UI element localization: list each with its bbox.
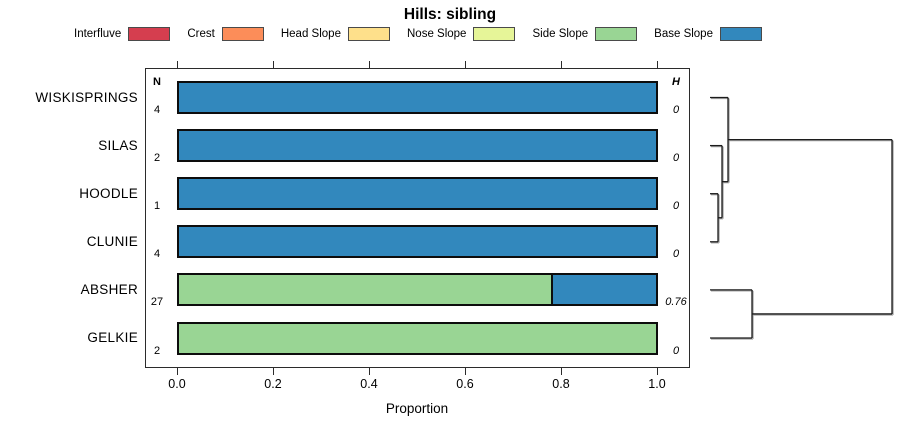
legend-swatch-head-slope [347,27,390,41]
bar-segment-base-slope [179,227,656,257]
h-column-header: H [672,76,680,88]
x-tick-bottom [657,368,659,375]
x-tick-top [369,61,371,68]
bar-wiskisprings [177,81,658,114]
legend-item-nose-slope: Nose Slope [407,27,516,41]
legend-item-interfluve: Interfluve [74,27,171,41]
chart-title: Hills: sibling [403,6,497,23]
bar-segment-base-slope [179,179,656,209]
row-label-gelkie: GELKIE [87,330,138,345]
legend-label-side-slope: Side Slope [532,28,589,40]
x-tick-label: 0.6 [456,377,474,391]
n-value-wiskisprings: 4 [153,104,161,116]
x-tick-label: 0.0 [168,377,186,391]
h-value-silas: 0 [672,152,680,165]
row-label-hoodle: HOODLE [79,185,138,201]
legend-label-interfluve: Interfluve [74,28,122,40]
x-tick-bottom [369,368,371,375]
bar-silas [177,129,658,163]
h-value-absher: 0.76 [665,296,687,309]
legend-label-base-slope: Base Slope [654,28,713,40]
x-tick-top [273,61,275,68]
row-label-clunie: CLUNIE [86,233,138,249]
x-tick-label: 0.8 [552,377,570,391]
h-value-clunie: 0 [672,248,680,261]
bar-segment-base-slope [551,275,656,305]
legend-swatch-interfluve [128,27,171,41]
x-tick-bottom [273,368,275,375]
n-value-clunie: 4 [153,248,161,261]
bar-segment-base-slope [179,131,656,161]
n-value-gelkie: 2 [153,344,161,357]
bar-gelkie [177,321,658,355]
bar-clunie [177,225,658,259]
legend-swatch-side-slope [595,27,638,41]
x-tick-top [561,61,563,68]
h-value-gelkie: 0 [672,344,680,357]
x-tick-label: 1.0 [648,377,666,391]
legend-swatch-base-slope [719,27,762,41]
legend-item-head-slope: Head Slope [281,27,390,41]
row-label-wiskisprings: WISKISPRINGS [35,89,138,105]
bar-segment-side-slope [179,323,656,353]
x-tick-top [177,61,179,68]
bar-absher [177,273,658,307]
x-tick-top [465,61,467,68]
legend-label-crest: Crest [187,28,215,40]
legend-swatch-crest [221,27,264,41]
legend-item-crest: Crest [187,27,264,41]
h-value-wiskisprings: 0 [672,104,680,116]
bar-segment-base-slope [179,83,656,112]
n-value-silas: 2 [153,152,161,165]
h-value-hoodle: 0 [672,200,680,213]
legend-label-head-slope: Head Slope [280,28,341,40]
row-label-absher: ABSHER [80,281,138,297]
legend-label-nose-slope: Nose Slope [407,28,467,40]
x-tick-bottom [465,368,467,375]
n-value-absher: 27 [150,296,164,309]
bar-segment-side-slope [179,275,552,305]
x-tick-bottom [561,368,563,375]
x-tick-top [657,61,659,68]
bar-hoodle [177,177,658,211]
x-axis-title: Proportion [385,401,449,416]
legend-item-side-slope: Side Slope [533,27,638,41]
row-label-silas: SILAS [98,137,138,153]
n-value-hoodle: 1 [153,200,161,213]
n-column-header: N [153,76,161,88]
plot-border [145,68,690,368]
x-tick-label: 0.4 [360,377,378,391]
x-tick-label: 0.2 [264,377,282,391]
legend: Interfluve Crest Head Slope Nose Slope Side … [74,25,762,43]
x-tick-bottom [177,368,179,375]
legend-item-base-slope: Base Slope [654,27,762,41]
legend-swatch-nose-slope [473,27,516,41]
